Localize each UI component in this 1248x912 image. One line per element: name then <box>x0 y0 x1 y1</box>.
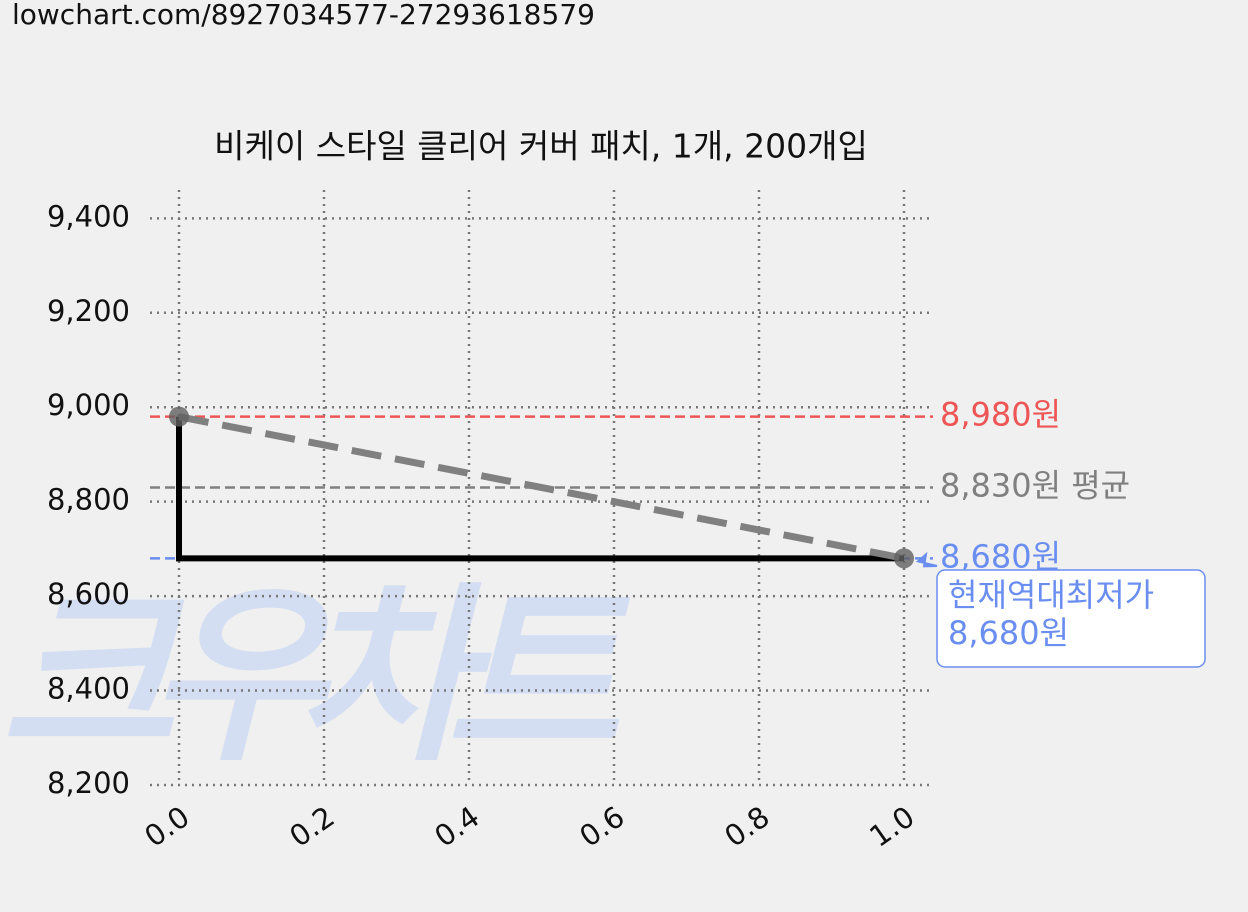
y-tick-label: 9,200 <box>47 294 130 328</box>
x-tick-label: 0.8 <box>718 799 775 853</box>
annotation-text: 현재역대최저가 <box>948 576 1154 614</box>
x-tick-label: 0.6 <box>573 799 630 853</box>
y-tick-label: 9,000 <box>47 388 130 422</box>
price-line <box>176 416 904 562</box>
x-tick-label: 0.4 <box>428 799 485 853</box>
y-tick-label: 8,800 <box>47 483 130 517</box>
x-tick-label: 1.0 <box>863 799 920 853</box>
chart-title: 비케이 스타일 클리어 커버 패치, 1개, 200개입 <box>214 127 868 166</box>
y-tick-label: 8,600 <box>47 577 130 611</box>
annotation-arrow <box>915 551 938 568</box>
x-tick-label: 0.2 <box>283 799 340 853</box>
y-tick-label: 8,200 <box>47 766 130 800</box>
watermark: 크우차트 <box>0 566 631 787</box>
url: lowchart.com/8927034577-27293618579 <box>12 0 595 31</box>
reference-label: 8,980원 <box>940 396 1061 434</box>
x-tick-label: 0.0 <box>138 799 195 853</box>
y-tick-label: 8,400 <box>47 672 130 706</box>
point <box>169 406 189 427</box>
y-tick-label: 9,400 <box>47 199 130 233</box>
annotation-box <box>936 569 1206 668</box>
point <box>894 548 914 569</box>
reference-label: 8,830원 평균 <box>940 467 1130 505</box>
annotation-text: 8,680원 <box>948 614 1069 652</box>
trend-line <box>178 413 905 562</box>
reference-label: 8,680원 <box>940 537 1061 575</box>
